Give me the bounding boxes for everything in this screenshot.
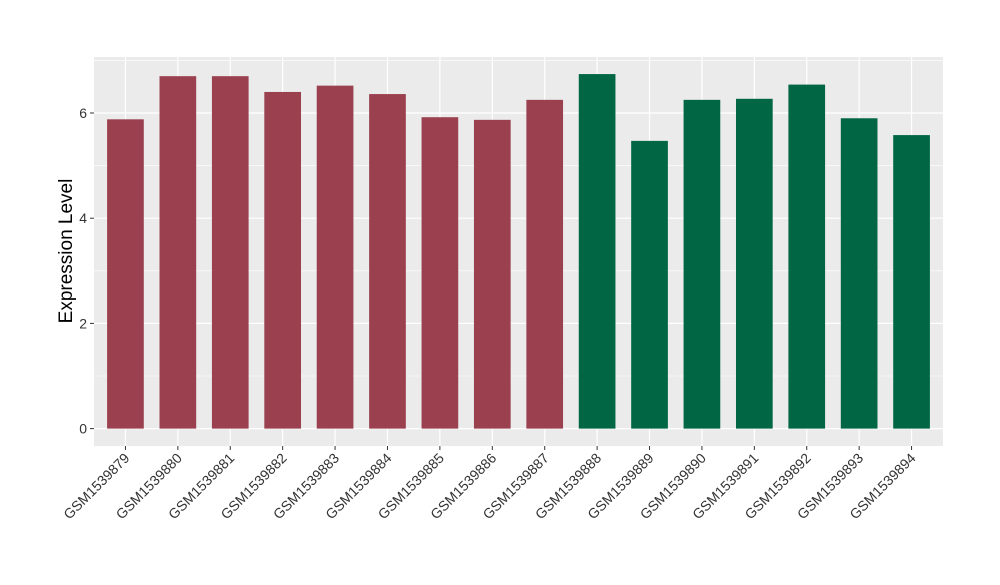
y-tick-label: 0 [79,421,87,437]
bar-GSM1539890 [683,99,721,429]
bar-GSM1539894 [893,135,930,429]
bar-GSM1539885 [421,117,459,429]
bar-GSM1539883 [316,85,354,429]
bar-GSM1539879 [107,119,144,429]
bar-GSM1539889 [631,140,668,429]
bar-GSM1539892 [788,84,826,429]
bar-GSM1539893 [840,118,878,429]
bar-GSM1539880 [159,76,197,429]
bar-GSM1539888 [578,74,616,429]
y-tick-label: 4 [79,210,87,226]
bar-GSM1539884 [369,94,406,429]
bar-GSM1539887 [526,99,564,429]
y-axis-label: Expression Level [56,179,77,324]
bar-GSM1539881 [211,76,249,429]
bar-GSM1539882 [264,91,302,429]
y-axis: 0 2 4 6 [79,105,94,437]
x-axis: GSM1539879GSM1539880GSM1539881GSM1539882… [60,446,919,522]
bar-GSM1539886 [473,119,511,429]
y-tick-label: 6 [79,105,87,121]
bars [107,74,930,429]
bar-GSM1539891 [735,98,773,429]
y-tick-label: 2 [79,315,87,331]
